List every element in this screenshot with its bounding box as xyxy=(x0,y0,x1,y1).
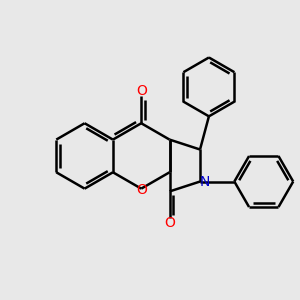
Text: O: O xyxy=(136,183,147,196)
Text: O: O xyxy=(164,216,175,230)
Text: O: O xyxy=(136,85,147,98)
Text: N: N xyxy=(200,175,210,188)
